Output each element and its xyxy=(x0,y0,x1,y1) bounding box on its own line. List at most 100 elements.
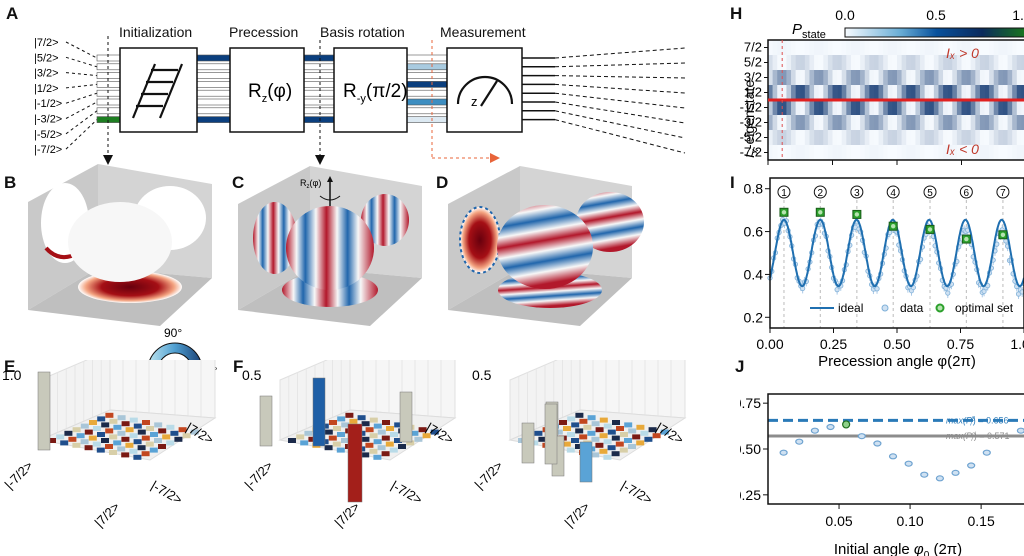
heatmap-cell xyxy=(897,40,902,56)
heatmap-cell xyxy=(832,145,838,161)
density-panel-f: 0.5 |-7/2> |7/2> |-7/2> |7/2> xyxy=(242,360,457,530)
matrix-bar xyxy=(48,438,56,443)
heatmap-cell xyxy=(910,145,916,161)
matrix-bar xyxy=(141,435,150,441)
input-state-labels: |7/2> |5/2> |3/2> |1/2> |-1/2> |-3/2> |-5/2> |-… xyxy=(34,37,98,156)
heatmap-cell xyxy=(786,40,792,56)
heatmap-cell xyxy=(1007,100,1013,116)
heatmap-cell xyxy=(850,85,856,101)
heatmap-cell xyxy=(818,70,824,86)
heatmap-h: 7/25/23/21/2-1/2-3/2-5/2-7/2 Iₓ > 0 Iₓ < 0… xyxy=(740,7,1024,165)
matrix-bar xyxy=(308,436,317,442)
heatmap-cell xyxy=(998,145,1004,161)
heatmap-cell xyxy=(827,55,833,71)
heatmap-cell xyxy=(768,100,773,116)
initialization-box xyxy=(119,47,198,133)
heatmap-cell xyxy=(827,100,833,116)
matrix-bar xyxy=(170,430,179,436)
heatmap-cell xyxy=(993,130,999,146)
input-dashed-line xyxy=(65,83,98,89)
matrix-bar xyxy=(145,441,154,447)
heatmap-cell xyxy=(952,115,958,131)
heatmap-cell xyxy=(850,40,856,56)
heatmap-cell xyxy=(915,85,921,101)
heatmap-cell xyxy=(901,145,907,161)
heatmap-cell xyxy=(1007,115,1013,131)
heatmap-cell xyxy=(1021,85,1024,101)
heatmap-cell xyxy=(800,85,806,101)
heatmap-cell xyxy=(795,40,801,56)
heatmap-cell xyxy=(1021,40,1024,56)
heatmap-cell xyxy=(869,40,875,56)
heatmap-cell xyxy=(837,85,843,101)
wigner-c: Rz(φ) xyxy=(238,166,422,326)
meter-icon xyxy=(456,75,514,107)
heatmap-cell xyxy=(979,130,985,146)
matrix-bar xyxy=(154,422,163,428)
heatmap-cell xyxy=(920,130,925,146)
matrix-bar xyxy=(125,442,134,448)
heatmap-cell xyxy=(1016,100,1022,116)
matrix-bar xyxy=(60,440,69,446)
heatmap-cell xyxy=(804,100,810,116)
heatmap-cell xyxy=(777,130,783,146)
stage-title-measurement: Measurement xyxy=(440,24,526,40)
heatmap-cell xyxy=(1021,115,1024,131)
heatmap-cell xyxy=(984,85,990,101)
heatmap-cell xyxy=(846,70,852,86)
matrix-bar xyxy=(591,436,600,442)
heatmap-cell xyxy=(993,100,999,116)
heatmap-cell xyxy=(915,100,921,116)
heatmap-cell xyxy=(869,55,875,71)
matrix-bar xyxy=(369,417,378,423)
matrix-bar xyxy=(190,429,199,435)
heatmap-cell xyxy=(984,55,990,71)
matrix-bar xyxy=(133,439,142,445)
heatmap-cell xyxy=(772,85,778,101)
matrix-bar xyxy=(410,430,419,436)
heatmap-ytick: -1/2 xyxy=(740,99,762,114)
xtick-label: 0.50 xyxy=(883,336,910,352)
heatmap-cell xyxy=(966,100,972,116)
heatmap-cell xyxy=(993,40,999,56)
legend-optimal-swatch xyxy=(935,303,945,313)
heatmap-cell xyxy=(947,100,953,116)
heatmap-cell xyxy=(929,100,935,116)
point-number-label: 6 xyxy=(964,188,970,199)
heatmap-cell xyxy=(984,115,990,131)
heatmap-cell xyxy=(855,100,861,116)
panel-label-a: A xyxy=(6,4,19,23)
matrix-bar xyxy=(125,427,134,433)
heatmap-cell xyxy=(768,55,773,71)
circuit-diagram: |7/2> |5/2> |3/2> |1/2> |-1/2> |-3/2> |-5/2> |-… xyxy=(34,36,686,165)
heatmap-cell xyxy=(837,70,843,86)
matrix-bar xyxy=(587,430,596,436)
heatmap-cell xyxy=(906,55,912,71)
heatmap-cell xyxy=(818,55,824,71)
xlabel: Precession angle φ(2π) xyxy=(818,353,976,370)
heatmap-cell xyxy=(906,70,912,86)
optimal-set-marker-inner xyxy=(818,210,823,215)
legend-data-swatch xyxy=(881,304,889,312)
heatmap-cell xyxy=(841,85,847,101)
heatmap-cell xyxy=(924,100,930,116)
heatmap-cell xyxy=(966,130,972,146)
heatmap-cell xyxy=(791,130,796,146)
wire-segment xyxy=(196,116,231,123)
heatmap-cell xyxy=(956,115,962,131)
heatmap-cell xyxy=(924,40,930,56)
heatmap-cell xyxy=(837,115,843,131)
matrix-bar xyxy=(599,433,608,439)
heatmap-cell xyxy=(1016,40,1022,56)
scatter-point xyxy=(888,453,898,460)
z-axis-label: 0.5 xyxy=(472,367,492,383)
xtick-label: 1.00 xyxy=(1010,336,1024,352)
heatmap-cell xyxy=(1021,145,1024,161)
heatmap-cell xyxy=(855,145,861,161)
heatmap-cell xyxy=(933,130,939,146)
axis-label-row: |-7/2> xyxy=(242,458,276,492)
heatmap-cell xyxy=(897,70,902,86)
heatmap-cell xyxy=(1002,130,1008,146)
xlabel-rest: (2π) xyxy=(929,541,962,556)
z-axis-label: 1.0 xyxy=(2,367,22,383)
